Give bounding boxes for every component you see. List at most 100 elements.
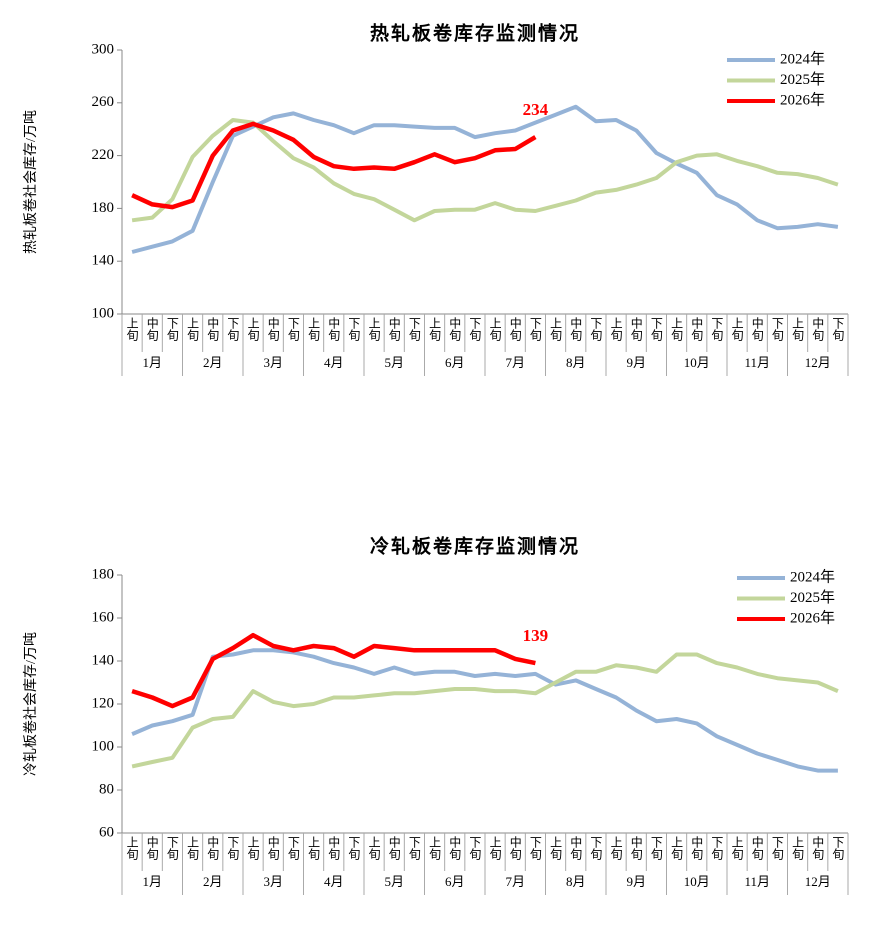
series-line <box>131 104 839 254</box>
x-tick-label: 上旬 <box>730 836 744 860</box>
x-tick-label: 上旬 <box>367 836 381 860</box>
month-label: 8月 <box>566 355 586 370</box>
x-tick-label: 上旬 <box>246 836 260 860</box>
month-label: 3月 <box>263 355 283 370</box>
legend-label: 2025年 <box>790 589 835 606</box>
x-tick-label: 下旬 <box>770 317 784 341</box>
month-label: 5月 <box>384 355 404 370</box>
x-tick-label: 下旬 <box>589 317 603 341</box>
x-tick-label: 上旬 <box>428 317 442 341</box>
x-tick-label: 中旬 <box>448 835 462 860</box>
month-label: 4月 <box>324 355 344 370</box>
month-label: 7月 <box>505 874 525 889</box>
month-label: 7月 <box>505 355 525 370</box>
month-label: 1月 <box>142 874 162 889</box>
x-tick-label: 下旬 <box>710 317 724 341</box>
y-tick-label: 100 <box>92 738 115 754</box>
x-tick-label: 下旬 <box>528 836 542 860</box>
x-tick-label: 下旬 <box>347 317 361 341</box>
x-tick-label: 下旬 <box>649 836 663 860</box>
x-tick-label: 上旬 <box>670 836 684 860</box>
y-tick-label: 120 <box>92 695 115 711</box>
x-tick-label: 下旬 <box>286 836 300 860</box>
month-label: 12月 <box>805 874 831 889</box>
x-tick-label: 中旬 <box>690 316 704 341</box>
x-tick-label: 中旬 <box>448 316 462 341</box>
x-tick-label: 中旬 <box>327 835 341 860</box>
chart-title: 冷轧板卷库存监测情况 <box>370 534 580 557</box>
month-label: 2月 <box>203 355 223 370</box>
y-tick-label: 180 <box>92 200 115 216</box>
month-label: 8月 <box>566 874 586 889</box>
month-label: 11月 <box>744 355 770 370</box>
chart-title: 热轧板卷库存监测情况 <box>370 21 580 44</box>
x-tick-label: 中旬 <box>206 835 220 860</box>
x-tick-label: 上旬 <box>246 317 260 341</box>
y-tick-label: 180 <box>92 566 115 582</box>
y-tick-label: 260 <box>92 94 115 110</box>
month-label: 12月 <box>805 355 831 370</box>
y-tick-label: 140 <box>92 652 115 668</box>
series-line <box>131 118 839 223</box>
x-tick-label: 下旬 <box>226 317 240 341</box>
month-label: 6月 <box>445 355 465 370</box>
month-label: 5月 <box>384 874 404 889</box>
y-tick-label: 60 <box>99 824 114 840</box>
x-tick-label: 下旬 <box>710 836 724 860</box>
month-label: 11月 <box>744 874 770 889</box>
x-tick-label: 中旬 <box>508 835 522 860</box>
y-axis-label: 热轧板卷社会库存/万吨 <box>23 110 39 254</box>
series-line <box>131 648 838 773</box>
legend-label: 2026年 <box>790 609 835 626</box>
x-tick-label: 上旬 <box>730 317 744 341</box>
legend-label: 2024年 <box>790 568 835 585</box>
x-tick-label: 中旬 <box>145 316 159 341</box>
x-tick-label: 上旬 <box>488 317 502 341</box>
x-tick-label: 下旬 <box>407 836 421 860</box>
x-tick-label: 下旬 <box>831 836 845 860</box>
y-tick-label: 140 <box>92 253 115 269</box>
x-tick-label: 上旬 <box>307 317 321 341</box>
month-label: 1月 <box>142 355 162 370</box>
x-tick-label: 下旬 <box>347 836 361 860</box>
x-tick-label: 中旬 <box>690 835 704 860</box>
x-tick-label: 下旬 <box>226 836 240 860</box>
x-tick-label: 中旬 <box>266 316 280 341</box>
x-tick-label: 下旬 <box>589 836 603 860</box>
x-tick-label: 下旬 <box>528 317 542 341</box>
month-label: 9月 <box>626 874 646 889</box>
x-tick-label: 下旬 <box>468 836 482 860</box>
x-tick-label: 上旬 <box>791 317 805 341</box>
x-tick-label: 中旬 <box>327 316 341 341</box>
x-tick-label: 下旬 <box>649 317 663 341</box>
month-label: 4月 <box>324 874 344 889</box>
y-tick-label: 80 <box>99 781 114 797</box>
x-tick-label: 中旬 <box>387 835 401 860</box>
x-tick-label: 中旬 <box>750 316 764 341</box>
legend-label: 2025年 <box>780 71 825 88</box>
x-tick-label: 中旬 <box>266 835 280 860</box>
x-tick-label: 中旬 <box>569 316 583 341</box>
month-label: 3月 <box>263 874 283 889</box>
series-line <box>131 632 536 709</box>
y-tick-label: 300 <box>92 41 115 57</box>
month-label: 10月 <box>684 355 710 370</box>
month-label: 6月 <box>445 874 465 889</box>
x-tick-label: 下旬 <box>770 836 784 860</box>
x-tick-label: 中旬 <box>387 316 401 341</box>
x-tick-label: 上旬 <box>186 836 200 860</box>
x-tick-label: 上旬 <box>186 317 200 341</box>
x-tick-label: 上旬 <box>791 836 805 860</box>
x-tick-label: 中旬 <box>750 835 764 860</box>
x-tick-label: 下旬 <box>286 317 300 341</box>
x-tick-label: 上旬 <box>609 317 623 341</box>
x-tick-label: 下旬 <box>407 317 421 341</box>
x-tick-label: 中旬 <box>569 835 583 860</box>
y-tick-label: 220 <box>92 147 115 163</box>
x-tick-label: 中旬 <box>145 835 159 860</box>
series-line <box>131 652 839 769</box>
data-label: 234 <box>523 100 549 119</box>
x-tick-label: 上旬 <box>549 836 563 860</box>
x-tick-label: 下旬 <box>831 317 845 341</box>
